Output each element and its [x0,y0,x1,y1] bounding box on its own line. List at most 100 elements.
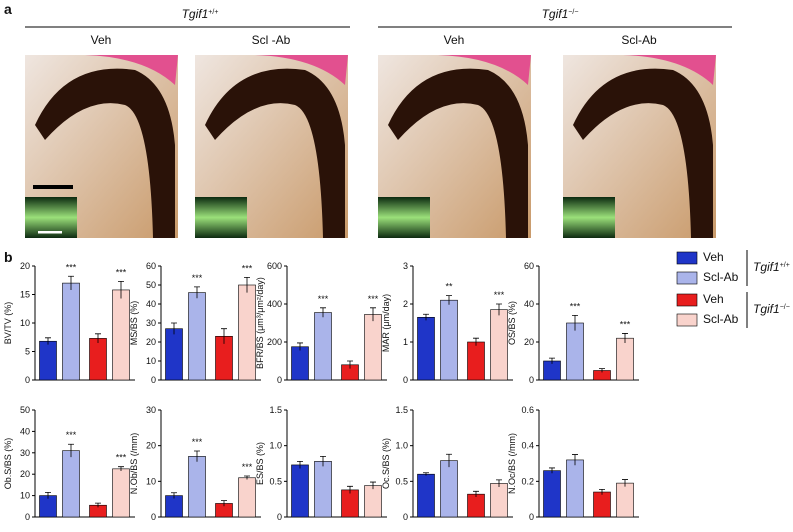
y-tick-label: 10 [146,476,156,486]
error-bar [347,360,353,369]
y-tick-label: 0 [25,512,30,522]
bar [417,316,435,381]
bar [238,477,256,518]
error-bar [496,479,502,488]
image-label: Scl -Ab [252,33,291,47]
y-tick-label: 1.5 [395,405,408,415]
cortex [388,68,528,238]
allele: +/+ [208,9,218,16]
bar [39,340,57,381]
y-tick-label: 0 [277,512,282,522]
allele: +/+ [780,262,790,269]
y-tick-label: 0.2 [521,476,534,486]
error-bar [549,467,555,474]
allele: −/− [568,9,578,16]
pink-tissue [623,55,716,85]
y-tick-label: 20 [20,261,30,271]
legend-swatch [676,271,698,285]
significance: *** [116,453,127,463]
error-bar [622,333,628,343]
bar [490,309,508,381]
legend-swatch [676,251,698,265]
bar [417,473,435,518]
y-tick-label: 0.5 [395,476,408,486]
error-bar [622,479,628,487]
bar [490,483,508,518]
error-bar [370,481,376,490]
y-tick-label: 1.0 [395,441,408,451]
y-tick-label: 20 [524,337,534,347]
bar [291,346,309,381]
bar [566,459,584,518]
y-tick-label: 50 [20,405,30,415]
error-bar [68,443,74,458]
inset [563,197,615,238]
gene: Tgif1 [542,7,569,21]
bar [165,328,183,381]
error-bar [446,295,452,305]
error-bar [45,337,51,345]
allele: −/− [780,304,790,311]
y-tick-label: 400 [267,299,282,309]
y-tick-label: 20 [146,337,156,347]
gene: Tgif1 [753,260,780,274]
bar [543,470,561,518]
significance: *** [116,267,127,277]
y-axis-label: N.Ob/BS (/mm) [129,433,139,495]
error-bar [95,333,101,343]
error-bar [370,307,376,322]
bar [188,292,206,381]
y-tick-label: 50 [146,280,156,290]
y-tick-label: 40 [146,299,156,309]
significance: *** [242,462,253,472]
y-tick-label: 20 [146,441,156,451]
y-tick-label: 3 [403,261,408,271]
bar [314,461,332,518]
y-tick-label: 0.4 [521,441,534,451]
significance: *** [66,430,77,440]
y-tick-label: 20 [20,469,30,479]
y-tick-label: 10 [20,491,30,501]
significance: *** [192,273,203,283]
bar [616,337,634,381]
error-bar [95,502,101,508]
image-label: Veh [91,33,112,47]
y-tick-label: 40 [20,426,30,436]
error-bar [599,368,605,373]
y-tick-label: 60 [524,261,534,271]
bar [89,338,107,381]
error-bar [473,337,479,346]
y-axis-label: BFR/BS (μm³/μm²/day) [255,277,265,369]
error-bar [297,342,303,351]
bar [238,284,256,381]
bar [467,341,485,381]
y-axis-label: OS/BS (%) [507,301,517,345]
error-bar [221,328,227,344]
y-tick-label: 0 [403,375,408,385]
panel-label: a [4,1,12,17]
error-bar [244,475,250,480]
significance: *** [570,301,581,311]
bar [440,460,458,518]
error-bar [244,277,250,293]
error-bar [68,275,74,290]
error-bar [473,490,479,498]
significance: *** [368,294,379,304]
y-axis-label: MS/BS (%) [129,301,139,346]
error-bar [320,455,326,467]
bar [364,485,382,518]
error-bar [118,280,124,299]
legend-label: Veh [703,292,724,306]
micrographs [25,55,716,238]
pink-tissue [438,55,531,85]
bar [364,314,382,381]
bar [112,468,130,518]
y-tick-label: 0.6 [521,405,534,415]
bar [341,489,359,518]
inset [195,197,247,238]
y-tick-label: 2 [403,299,408,309]
scale-bar [38,231,62,234]
significance: *** [318,294,329,304]
error-bar [423,313,429,321]
